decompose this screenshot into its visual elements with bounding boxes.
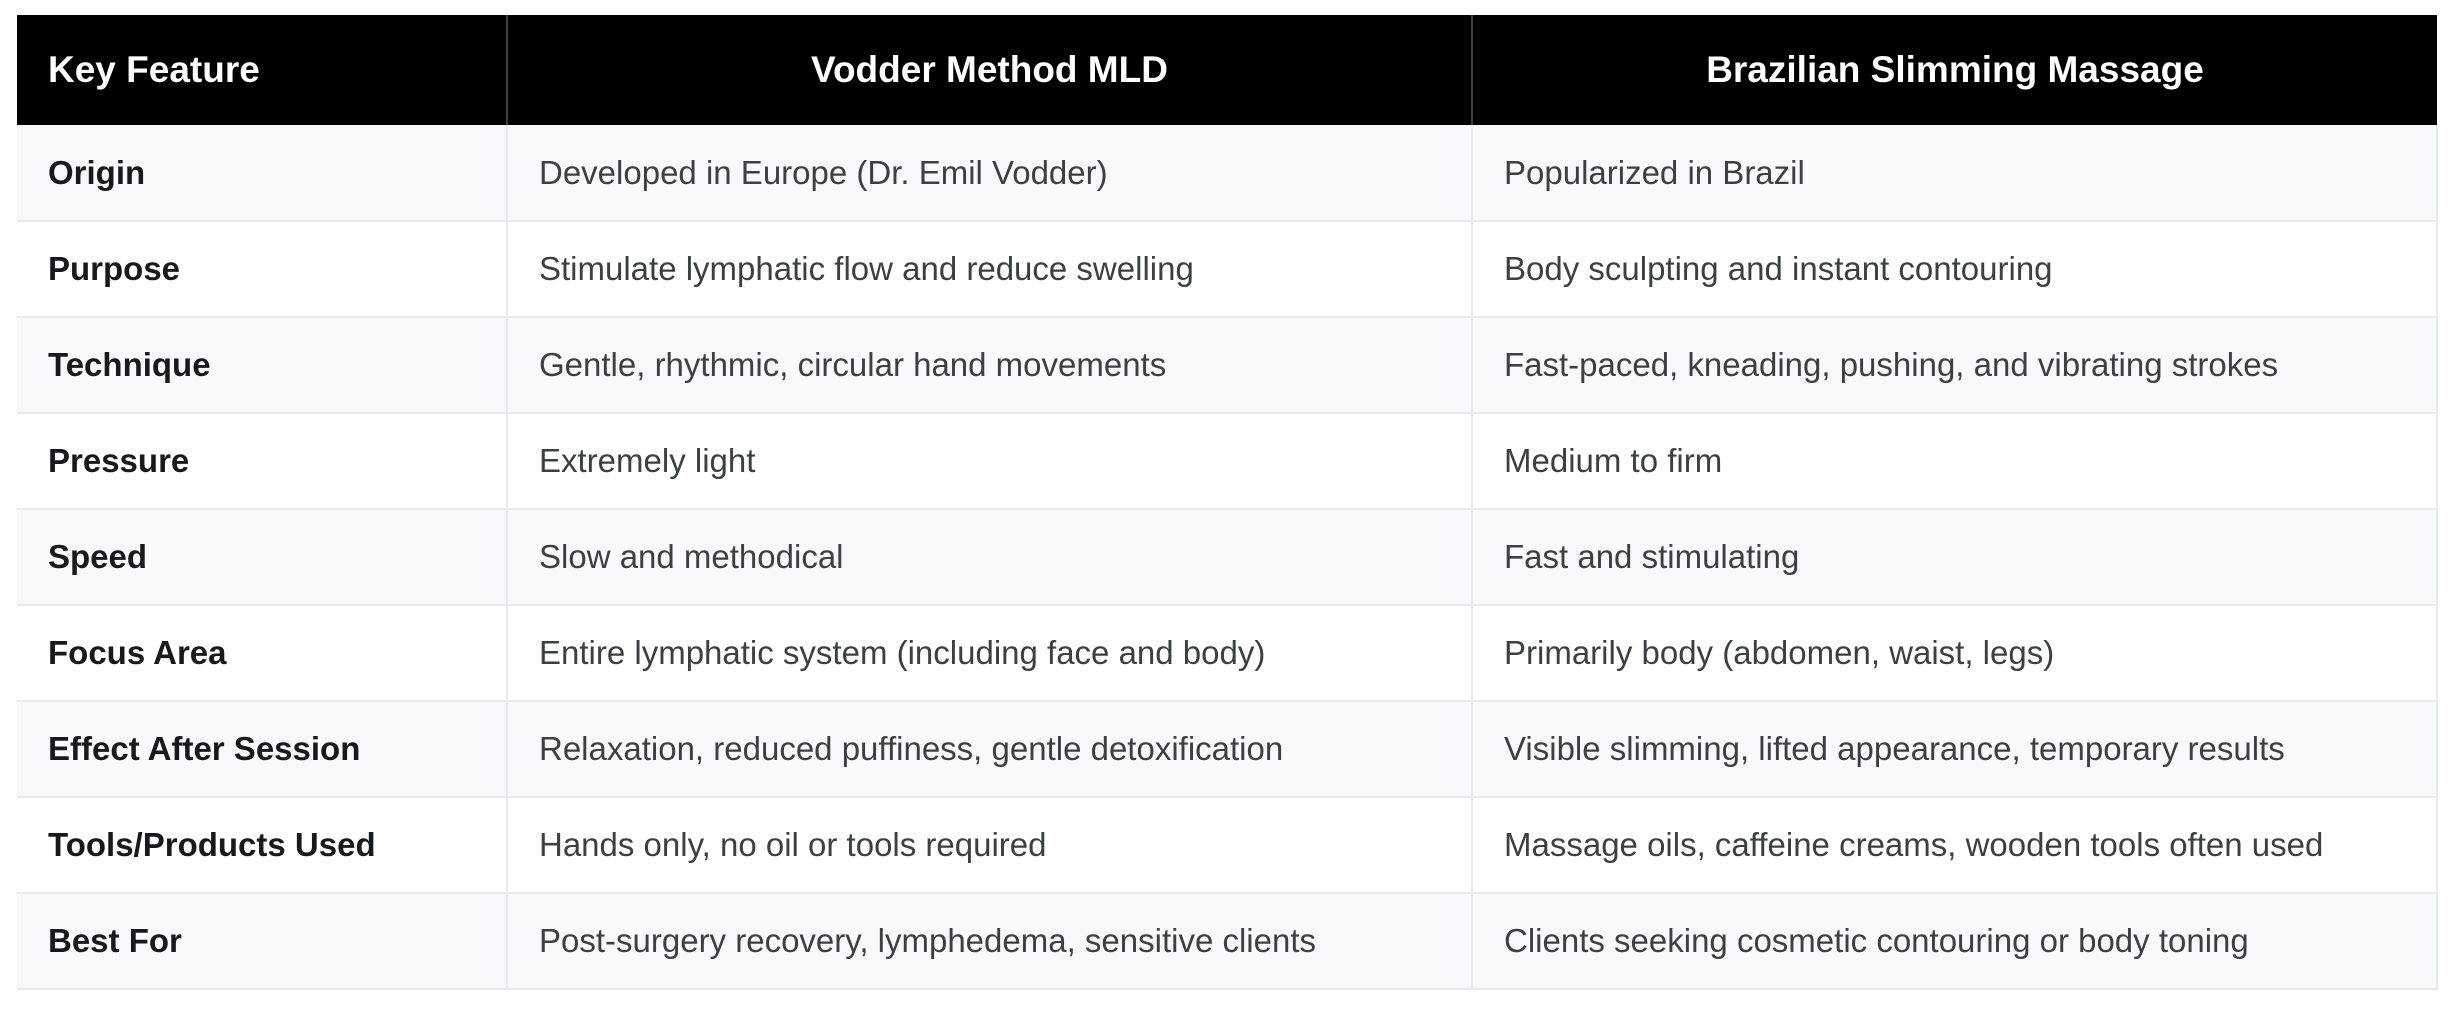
feature-cell: Best For [17,892,508,990]
vodder-cell: Developed in Europe (Dr. Emil Vodder) [507,125,1473,221]
vodder-cell: Stimulate lymphatic flow and reduce swel… [507,220,1473,317]
vodder-cell: Relaxation, reduced puffiness, gentle de… [507,700,1473,797]
vodder-cell: Slow and methodical [507,508,1473,605]
vodder-cell: Hands only, no oil or tools required [507,796,1473,893]
brazilian-cell: Medium to firm [1472,412,2438,509]
table-row: Tools/Products Used Hands only, no oil or… [17,796,2438,893]
brazilian-cell: Massage oils, caffeine creams, wooden to… [1472,796,2438,893]
brazilian-cell: Fast and stimulating [1472,508,2438,605]
brazilian-cell: Visible slimming, lifted appearance, tem… [1472,700,2438,797]
feature-cell: Focus Area [17,604,508,701]
feature-cell: Tools/Products Used [17,796,508,893]
table-row: Focus Area Entire lymphatic system (inclu… [17,604,2438,701]
brazilian-cell: Clients seeking cosmetic contouring or b… [1472,892,2438,990]
table-row: Effect After Session Relaxation, reduced … [17,700,2438,797]
brazilian-cell: Popularized in Brazil [1472,125,2438,221]
feature-cell: Effect After Session [17,700,508,797]
table-row: Speed Slow and methodical Fast and stimula… [17,508,2438,605]
table-row: Technique Gentle, rhythmic, circular hand… [17,316,2438,413]
header-cell-key-feature: Key Feature [17,15,508,125]
feature-cell: Origin [17,125,508,221]
feature-cell: Purpose [17,220,508,317]
comparison-table: Key Feature Vodder Method MLD Brazilian … [17,15,2438,990]
brazilian-cell: Fast-paced, kneading, pushing, and vibra… [1472,316,2438,413]
vodder-cell: Extremely light [507,412,1473,509]
header-cell-brazilian-slimming-massage: Brazilian Slimming Massage [1472,15,2437,125]
vodder-cell: Entire lymphatic system (including face … [507,604,1473,701]
brazilian-cell: Primarily body (abdomen, waist, legs) [1472,604,2438,701]
feature-cell: Speed [17,508,508,605]
table-row: Best For Post-surgery recovery, lymphedem… [17,892,2438,990]
header-cell-vodder-method-mld: Vodder Method MLD [507,15,1473,125]
table-row: Purpose Stimulate lymphatic flow and redu… [17,220,2438,317]
feature-cell: Pressure [17,412,508,509]
vodder-cell: Post-surgery recovery, lymphedema, sensi… [507,892,1473,990]
feature-cell: Technique [17,316,508,413]
brazilian-cell: Body sculpting and instant contouring [1472,220,2438,317]
table-row: Origin Developed in Europe (Dr. Emil Vodd… [17,125,2438,221]
table-row: Pressure Extremely light Medium to firm [17,412,2438,509]
header-row: Key Feature Vodder Method MLD Brazilian … [17,15,2437,125]
vodder-cell: Gentle, rhythmic, circular hand movement… [507,316,1473,413]
